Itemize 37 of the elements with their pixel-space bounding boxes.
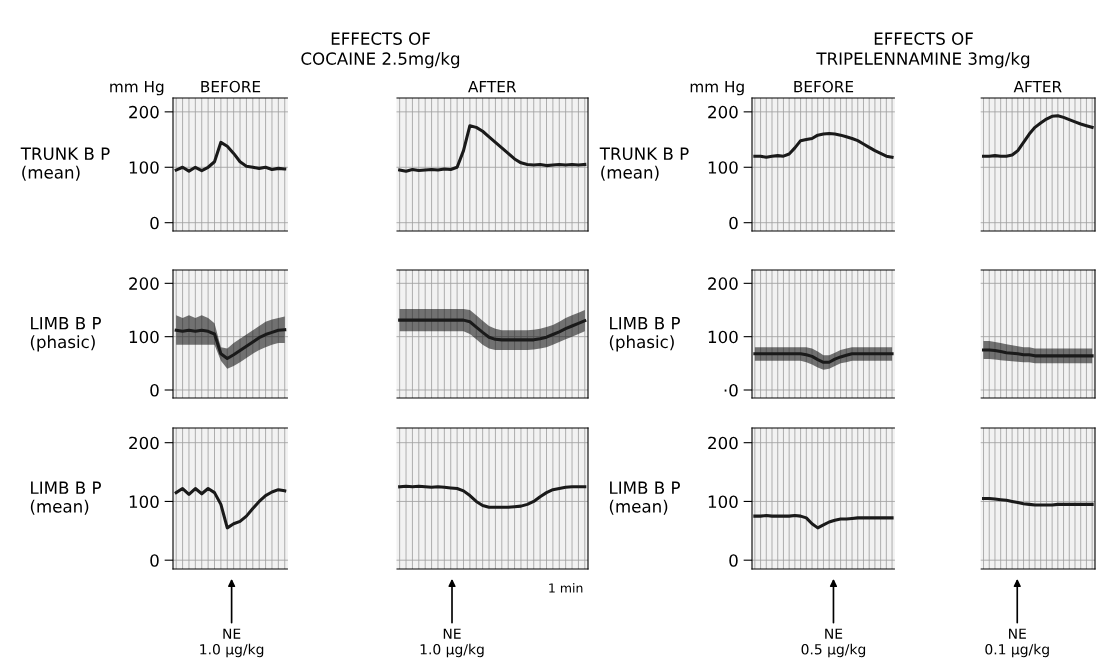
y-tick-label: ·0	[724, 383, 738, 397]
y-tick-label: 100	[129, 161, 159, 174]
y-axis-title: LIMB B P (phasic)	[30, 317, 101, 352]
chart-title: EFFECTS OF TRIPELENNAMINE 3mg/kg	[816, 32, 1030, 69]
y-tick-label: 200	[129, 436, 159, 450]
y-tick-label: 100	[129, 330, 159, 344]
y-axis-title: LIMB B P (phasic)	[609, 317, 680, 352]
y-axis-title: LIMB B P (mean)	[30, 481, 101, 515]
text: NE 1.0 µg/kg	[200, 628, 264, 658]
text: BEFORE	[794, 80, 854, 93]
chart-title: EFFECTS OF COCAINE 2.5mg/kg	[301, 32, 460, 69]
y-axis-title: LIMB B P (mean)	[609, 481, 680, 515]
text: AFTER	[468, 81, 517, 93]
text: BEFORE	[201, 80, 261, 93]
y-tick-label: 100	[708, 330, 738, 344]
y-tick-label: 0	[150, 216, 159, 230]
y-tick-label: 0	[150, 554, 159, 567]
text: mm Hg	[110, 81, 164, 96]
y-tick-label: 100	[708, 161, 738, 174]
text: AFTER	[1013, 81, 1062, 93]
y-tick-label: 100	[129, 495, 159, 509]
y-tick-label: 200	[708, 277, 738, 290]
y-tick-label: 100	[708, 495, 738, 509]
text: NE 1.0 µg/kg	[420, 628, 484, 658]
text: NE 0.1 µg/kg	[985, 628, 1049, 658]
text: 1 min	[549, 583, 583, 593]
y-axis-title: TRUNK B P (mean)	[599, 147, 689, 181]
y-tick-label: 200	[708, 105, 738, 119]
y-tick-label: 200	[708, 436, 738, 450]
text: mm Hg	[690, 81, 744, 96]
y-tick-label: 0	[150, 383, 159, 397]
y-tick-label: 0	[729, 554, 738, 567]
y-axis-title: TRUNK B P (mean)	[20, 147, 110, 181]
y-tick-label: 0	[729, 216, 738, 230]
y-tick-label: 200	[129, 105, 159, 119]
text: NE 0.5 µg/kg	[801, 628, 866, 658]
y-tick-label: 200	[129, 277, 159, 290]
